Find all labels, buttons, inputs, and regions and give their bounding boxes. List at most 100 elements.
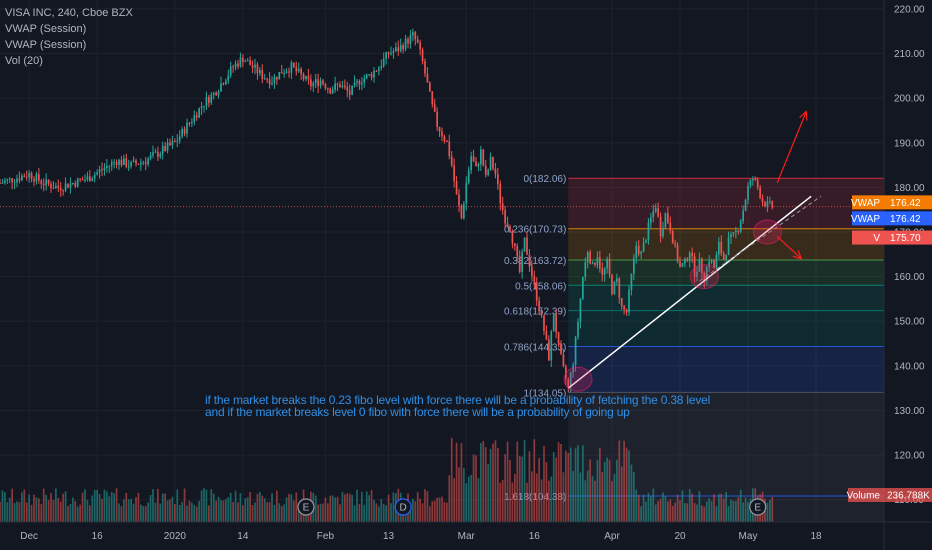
x-tick-label-9: 20 (674, 531, 686, 542)
volume-bar (533, 439, 536, 522)
volume-bar (618, 440, 621, 522)
time-axis[interactable]: Dec 16 2020 14 Feb 13 Mar 16 Apr 20 May 18 (0, 521, 932, 542)
volume-bar (159, 503, 162, 522)
x-tick-label-8: Apr (604, 531, 620, 542)
volume-bar (424, 489, 426, 522)
vwap-indicator-1[interactable]: VWAP (Session) (5, 23, 87, 35)
candle-body (11, 178, 13, 183)
volume-bar (261, 495, 264, 522)
vwap-indicator-2[interactable]: VWAP (Session) (5, 39, 87, 51)
volume-bar (157, 488, 159, 522)
volume-bar (426, 491, 429, 522)
volume-bar (322, 503, 324, 522)
candle-body (402, 45, 404, 50)
candle-body (161, 146, 164, 154)
x-tick-label-6: Mar (458, 531, 476, 542)
symbol-title[interactable]: VISA INC, 240, Cboe BZX (5, 7, 133, 19)
candle-body (759, 187, 761, 199)
candle-body (463, 203, 465, 219)
price-tag-value-0: 176.42 (890, 198, 921, 209)
candle-body (771, 201, 774, 208)
candle-body (312, 83, 315, 87)
candle-body (497, 174, 499, 184)
volume-bar (433, 500, 436, 522)
candle-body (739, 220, 742, 232)
candle-body (283, 72, 285, 74)
price-axis[interactable]: 110.00120.00130.00140.00150.00160.00170.… (883, 0, 925, 550)
candle-body (718, 242, 720, 255)
candle-body (363, 78, 366, 83)
candle-body (744, 200, 747, 211)
candle-body (300, 69, 302, 75)
volume-bar (336, 496, 339, 522)
fibonacci-retracement[interactable]: 0(182.06) 0.236(170.73) 0.382(163.72) 0.5(1… (504, 174, 884, 522)
x-tick-label-0: Dec (20, 531, 38, 542)
analysis-annotation[interactable]: if the market breaks the 0.23 fibo level… (205, 394, 710, 418)
volume-bar (608, 459, 611, 522)
volume-bar (482, 440, 485, 522)
volume-bar (205, 489, 208, 522)
candle-body (436, 111, 438, 127)
candle-body (397, 47, 400, 52)
candle-body (203, 105, 205, 107)
candle-body (504, 210, 506, 224)
candle-body (188, 122, 191, 124)
candle-body (601, 268, 604, 275)
volume-bar (497, 448, 499, 522)
volume-bar (438, 497, 441, 522)
candle-body (382, 58, 385, 67)
candle-body (176, 140, 179, 142)
volume-bar (470, 474, 472, 522)
volume-bar (293, 500, 295, 522)
volume-bar (55, 488, 57, 522)
candle-body (140, 162, 142, 165)
candle-body (715, 254, 718, 268)
volume-bar (727, 506, 730, 522)
volume-bar (606, 457, 608, 522)
candle-body (603, 268, 606, 275)
candle-body (725, 254, 727, 260)
volume-bar (747, 502, 749, 522)
volume-bar (591, 476, 594, 522)
candle-body (103, 168, 106, 170)
candle-body (174, 141, 176, 143)
candle-body (84, 179, 86, 181)
volume-bar (0, 502, 1, 522)
candle-body (569, 372, 572, 387)
volume-bar (152, 489, 154, 522)
volume-bar (200, 490, 203, 522)
volume-bar (567, 452, 570, 522)
volume-bar (684, 503, 686, 522)
candle-body (222, 83, 225, 85)
event-marker-2 (749, 498, 767, 516)
volume-bar (227, 497, 230, 522)
volume-bar (344, 494, 346, 522)
candle-body (387, 52, 390, 55)
candle-body (448, 141, 451, 157)
candle-body (251, 65, 254, 68)
volume-bar (237, 502, 239, 522)
volume-bar (472, 454, 475, 522)
candle-body (429, 82, 431, 92)
volume-bar (555, 457, 557, 522)
volume-bar (390, 503, 392, 522)
x-tick-label-1: 16 (92, 531, 104, 542)
candle-body (208, 96, 210, 103)
candle-body (217, 91, 220, 96)
volume-bar (45, 494, 47, 522)
candle-body (263, 78, 266, 80)
volume-bar (679, 500, 681, 522)
candle-body (392, 51, 395, 54)
x-tick-label-4: Feb (317, 531, 335, 542)
candle-body (195, 115, 198, 118)
candle-body (662, 227, 664, 237)
candle-body (404, 38, 407, 50)
candle-body (703, 273, 706, 282)
candle-body (215, 92, 217, 96)
volume-bar (453, 478, 455, 522)
volume-indicator[interactable]: Vol (20) (5, 55, 43, 67)
volume-bar (171, 496, 174, 522)
volume-bar (742, 502, 744, 522)
